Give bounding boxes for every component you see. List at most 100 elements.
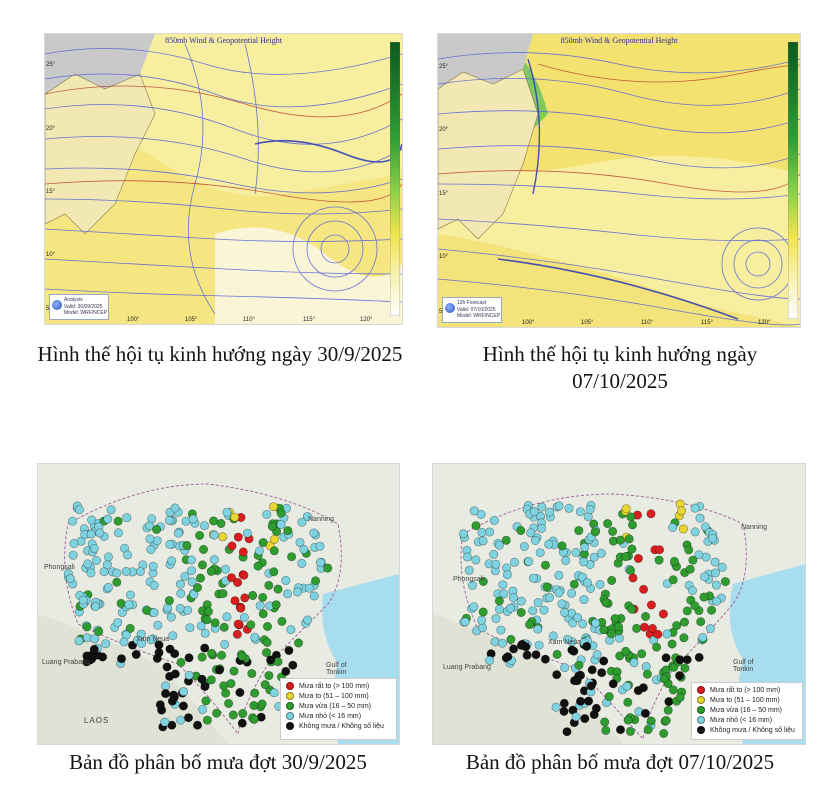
rain-station-dot <box>679 633 689 643</box>
colorbar-tick: 0 <box>402 313 403 319</box>
rain-station-dot <box>647 624 657 634</box>
rain-station-dot <box>276 519 286 529</box>
rain-station-dot <box>600 717 610 727</box>
rain-station-dot <box>137 639 147 649</box>
rain-station-dot <box>641 662 651 672</box>
rain-station-dot <box>187 555 197 565</box>
legend-item: Mưa nhỏ (< 16 mm) <box>286 712 391 722</box>
rain-station-dot <box>145 534 155 544</box>
rain-station-dot <box>699 592 709 602</box>
rain-station-dot <box>533 598 543 608</box>
rain-station-dot <box>572 676 582 686</box>
rain-station-dot <box>209 555 219 565</box>
colorbar-tick: 10 <box>800 261 801 267</box>
rain-station-dot <box>548 631 558 641</box>
rain-station-dot <box>458 529 468 539</box>
rain-station-dot <box>184 713 194 723</box>
rain-station-dot <box>184 653 194 663</box>
rain-station-dot <box>623 715 633 725</box>
colorbar-tick: 40 <box>800 94 801 100</box>
rain-station-dot <box>554 501 564 511</box>
rain-station-dot <box>662 579 672 589</box>
rain-station-dot <box>685 564 695 574</box>
legend-swatch <box>286 722 294 731</box>
lon-label: 110° <box>243 317 255 323</box>
rain-station-dot <box>464 565 474 575</box>
rain-station-dot <box>478 607 488 617</box>
rain-station-dot <box>592 650 602 660</box>
rain-station-dot <box>567 588 577 598</box>
rain-station-dot <box>185 623 195 633</box>
colorbar-tick: 5 <box>800 288 801 294</box>
legend-swatch <box>286 712 294 721</box>
logo-line: Model: WRF/NCEP <box>457 313 501 319</box>
rain-station-dot <box>200 643 210 653</box>
rain-station-dot <box>170 669 180 679</box>
rain-station-dot <box>623 697 633 707</box>
rain-station-dot <box>621 552 631 562</box>
rain-station-dot <box>202 715 212 725</box>
rain-station-dot <box>249 701 259 711</box>
rain-station-dot <box>153 620 163 630</box>
rain-station-dot <box>584 696 594 706</box>
rain-station-dot <box>522 650 532 660</box>
place-label: Luang Prabang <box>443 664 491 671</box>
rain-station-dot <box>255 601 265 611</box>
colorbar-tick: 30 <box>402 149 403 155</box>
colorbar: 50454035302520151050 <box>389 41 403 319</box>
place-label: Xam Neua <box>136 636 170 643</box>
rain-station-dot <box>250 632 260 642</box>
rain-station-dot <box>176 589 186 599</box>
rain-station-dot <box>154 648 164 658</box>
rain-station-dot <box>662 629 672 639</box>
rain-station-dot <box>509 644 519 654</box>
rain-station-dot <box>239 570 249 580</box>
rain-station-dot <box>544 539 554 549</box>
rain-station-dot <box>258 609 268 619</box>
rain-station-dot <box>228 710 238 720</box>
legend-swatch <box>286 692 294 701</box>
rain-station-dot <box>124 600 134 610</box>
rain-station-dot <box>182 541 192 551</box>
rain-station-dot <box>629 658 639 668</box>
rain-station-dot <box>485 527 495 537</box>
rain-station-dot <box>589 552 599 562</box>
legend-item: Không mưa / Không số liệu <box>286 722 391 732</box>
rain-station-dot <box>176 579 186 589</box>
rain-station-dot <box>206 675 216 685</box>
lat-label: 5° <box>46 306 52 312</box>
colorbar-tick: 25 <box>402 176 403 182</box>
rain-station-dot <box>490 637 500 647</box>
rain-station-dot <box>202 615 212 625</box>
rain-station-dot <box>221 688 231 698</box>
rain-station-dot <box>69 539 79 549</box>
rain-station-dot <box>122 513 132 523</box>
rain-station-dot <box>87 515 97 525</box>
rain-station-dot <box>161 689 171 699</box>
rain-station-dot <box>160 717 170 727</box>
rain-station-dot <box>599 625 609 635</box>
rain-station-dot <box>628 520 638 530</box>
legend-swatch <box>697 726 705 735</box>
rain-station-dot <box>112 577 122 587</box>
rain-station-dot <box>554 570 564 580</box>
rain-station-dot <box>582 578 592 588</box>
rain-station-dot <box>682 606 692 616</box>
rain-station-dot <box>695 513 705 523</box>
rain-station-dot <box>698 633 708 643</box>
legend-swatch <box>697 696 705 705</box>
rain-station-dot <box>173 528 183 538</box>
rain-legend: Mưa rất to (> 100 mm) Mưa to (51 – 100 m… <box>280 678 397 740</box>
rain-station-dot <box>267 521 277 531</box>
rain-station-dot <box>86 568 96 578</box>
rain-station-dot <box>236 603 246 613</box>
lon-label: 110° <box>641 320 653 326</box>
rain-station-dot <box>599 656 609 666</box>
rain-station-dot <box>675 692 685 702</box>
rain-station-dot <box>113 618 123 628</box>
rain-station-dot <box>176 657 186 667</box>
rain-station-dot <box>516 640 526 650</box>
rain-station-dot <box>688 555 698 565</box>
rain-station-dot <box>288 660 298 670</box>
rain-station-dot <box>705 624 715 634</box>
